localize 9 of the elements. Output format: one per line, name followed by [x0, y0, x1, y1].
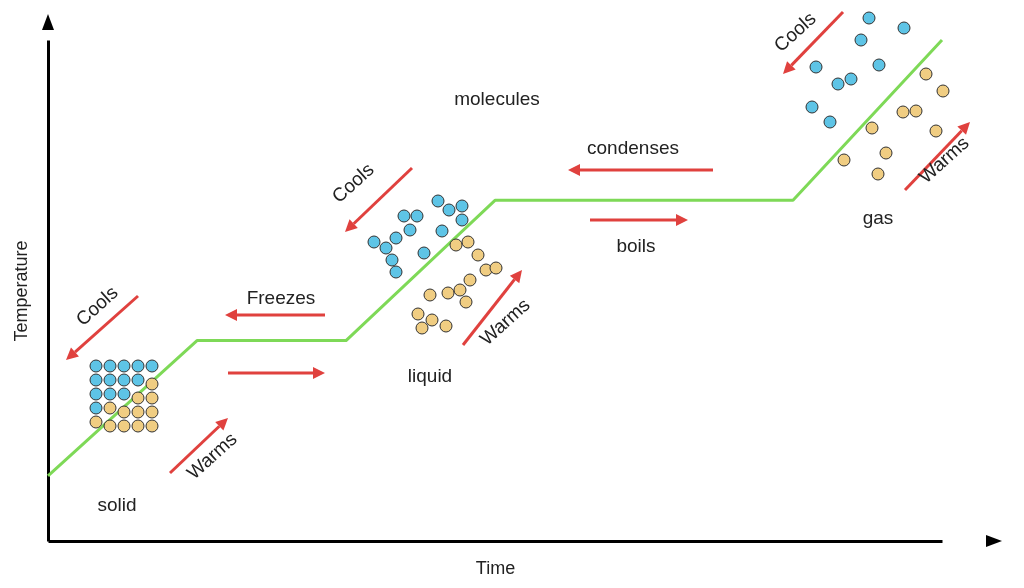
- y-axis-title: Temperature: [10, 240, 31, 342]
- annotation: solid: [97, 494, 137, 516]
- annotation: molecules: [454, 88, 540, 110]
- annotation: boils: [616, 235, 656, 257]
- x-axis-title: Time: [475, 557, 516, 578]
- annotation: Freezes: [246, 287, 316, 309]
- annotation: gas: [862, 207, 894, 229]
- annotation: liquid: [407, 365, 453, 387]
- annotation: condenses: [587, 137, 679, 159]
